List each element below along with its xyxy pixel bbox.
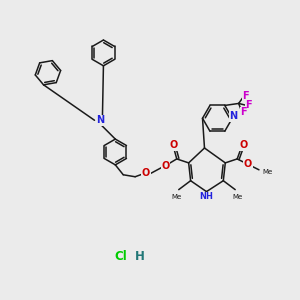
Text: Cl: Cl — [114, 250, 127, 263]
Text: NH: NH — [200, 192, 213, 201]
Text: F: F — [245, 100, 252, 110]
Text: O: O — [142, 168, 150, 178]
Text: O: O — [239, 140, 247, 150]
Text: Me: Me — [172, 194, 182, 200]
Text: F: F — [240, 107, 247, 117]
Text: O: O — [170, 140, 178, 150]
Text: O: O — [162, 161, 170, 171]
Text: F: F — [242, 91, 249, 100]
Text: H: H — [135, 250, 145, 263]
Text: Me: Me — [232, 194, 242, 200]
Text: O: O — [244, 159, 252, 169]
Text: N: N — [229, 111, 237, 121]
Text: Me: Me — [262, 169, 272, 175]
Text: N: N — [96, 115, 104, 125]
